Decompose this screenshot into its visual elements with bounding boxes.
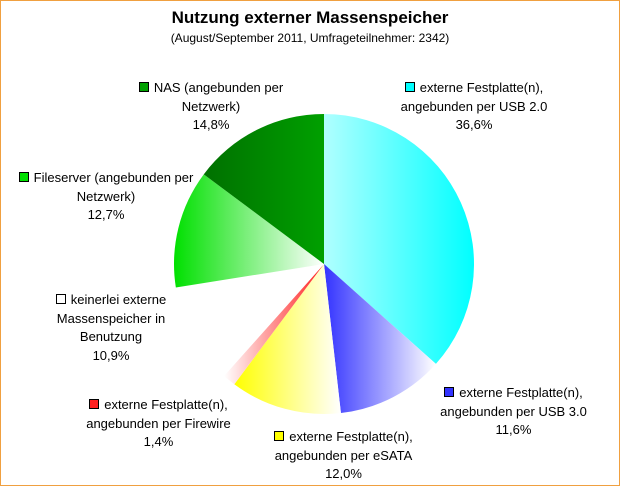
- slice-name: externe Festplatte(n), angebunden per Fi…: [86, 397, 231, 431]
- legend-marker: [55, 294, 66, 304]
- slice-label: keinerlei externe Massenspeicher in Benu…: [31, 291, 191, 365]
- legend-marker: [404, 82, 415, 92]
- legend-marker: [444, 387, 455, 397]
- pie-slice: [324, 114, 475, 364]
- legend-marker: [274, 431, 285, 441]
- pie-slice: [224, 264, 324, 385]
- chart-title: Nutzung externer Massenspeicher: [171, 8, 449, 27]
- pie-slice: [175, 264, 324, 376]
- slice-label: externe Festplatte(n), angebunden per Fi…: [61, 396, 256, 452]
- value-label: 10,9%: [92, 347, 130, 363]
- slice-name: Fileserver (angebunden per Netzwerk): [33, 170, 194, 204]
- value-label: 36,6%: [455, 117, 493, 132]
- pie-slice: [324, 264, 436, 414]
- slice-label: NAS (angebunden per Netzwerk) 14,8%: [121, 79, 301, 135]
- value-label: 14,8%: [192, 117, 230, 132]
- value-label: 12,0%: [325, 466, 362, 481]
- legend-marker: [18, 172, 29, 182]
- slice-name: NAS (angebunden per Netzwerk): [153, 80, 284, 114]
- value-label: 11,6%: [495, 422, 532, 437]
- pie-slice: [203, 114, 324, 264]
- slice-name: externe Festplatte(n), angebunden per eS…: [274, 429, 413, 463]
- slice-label: externe Festplatte(n), angebunden per US…: [379, 79, 569, 135]
- slice-label: externe Festplatte(n), angebunden per US…: [421, 384, 606, 440]
- value-label: 12,7%: [87, 207, 125, 222]
- pie-slice: [174, 174, 324, 288]
- slice-label: Fileserver (angebunden per Netzwerk) 12,7…: [11, 169, 201, 225]
- slice-name: externe Festplatte(n), angebunden per US…: [440, 385, 587, 419]
- slice-name: keinerlei externe Massenspeicher in Benu…: [56, 292, 167, 344]
- slice-label: externe Festplatte(n), angebunden per eS…: [251, 428, 436, 484]
- pie-slice: [234, 264, 341, 414]
- legend-marker: [89, 399, 100, 409]
- legend-marker: [138, 82, 149, 92]
- value-label: 1,4%: [143, 434, 174, 449]
- slice-name: externe Festplatte(n), angebunden per US…: [400, 80, 548, 114]
- chart-subtitle: (August/September 2011, Umfrageteilnehme…: [170, 31, 450, 45]
